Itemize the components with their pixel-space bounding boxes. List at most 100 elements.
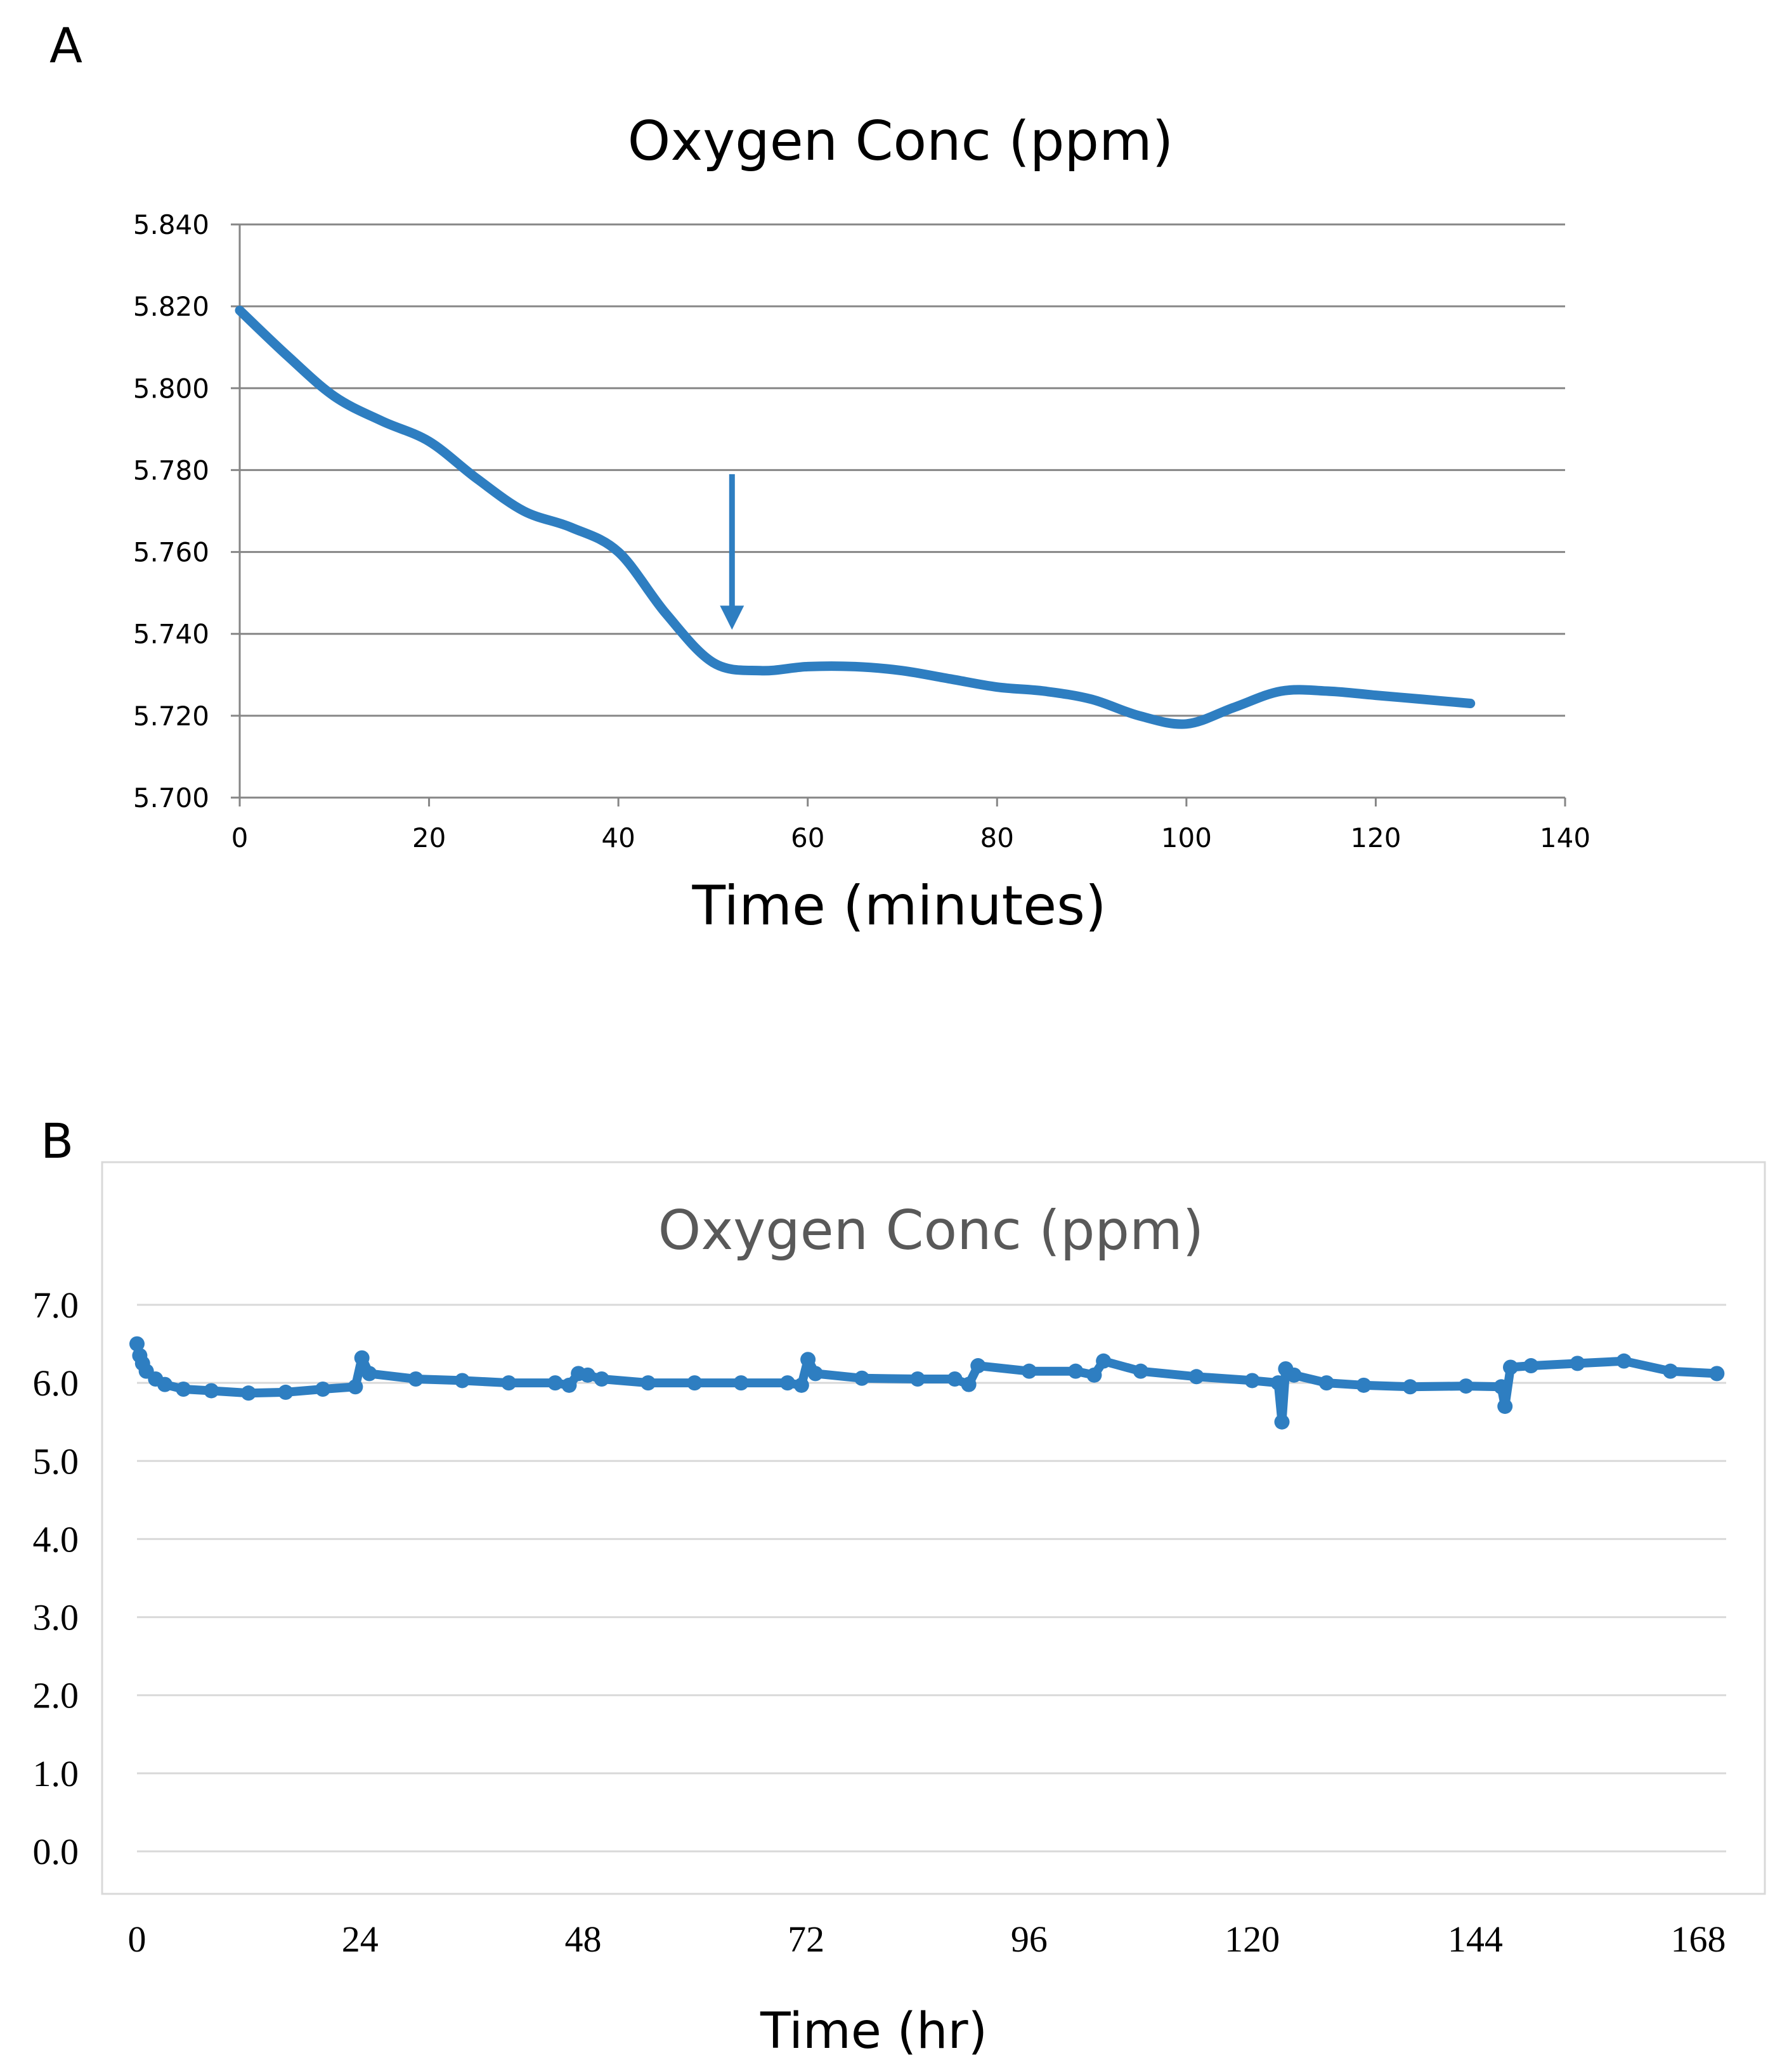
chart-b-title: Oxygen Conc (ppm)	[658, 1199, 1204, 1262]
chart-b-y-tick-label: 5.0	[33, 1441, 79, 1482]
chart-b-data-point	[315, 1381, 331, 1397]
chart-b-data-point	[204, 1383, 219, 1399]
chart-b-data-point	[1244, 1373, 1260, 1389]
chart-a-x-tick-label: 120	[1350, 822, 1401, 853]
chart-b-data-point	[1503, 1359, 1519, 1375]
chart-b-x-tick-label: 72	[788, 1919, 824, 1960]
chart-a-y-tick-label: 5.700	[133, 782, 209, 813]
chart-b-x-tick-label: 144	[1448, 1919, 1503, 1960]
chart-b-data-point	[807, 1366, 823, 1382]
chart-a-series-line	[235, 306, 1476, 729]
chart-a-y-tick-label: 5.740	[133, 619, 209, 650]
chart-b-data-point	[779, 1375, 795, 1391]
chart-b-series	[129, 1336, 1725, 1430]
chart-b-data-point	[240, 1385, 256, 1401]
panel-a-letter: A	[49, 17, 82, 74]
chart-b-plot-frame	[101, 1161, 1766, 1895]
chart-b-x-tick-labels: 0 24 48 72 96 120 144 168	[128, 1919, 1726, 1960]
chart-a-y-tick-label: 5.760	[133, 537, 209, 568]
chart-a-y-tick-label: 5.840	[133, 209, 209, 240]
chart-a-gridlines	[231, 223, 1565, 799]
chart-a-y-tick-label: 5.820	[133, 291, 209, 322]
chart-b-data-point	[157, 1376, 172, 1392]
chart-b-x-tick-label: 48	[564, 1919, 601, 1960]
chart-a-x-tick-label: 0	[231, 822, 249, 853]
chart-b-x-tick-label: 24	[342, 1919, 379, 1960]
chart-b-data-point	[561, 1377, 577, 1393]
chart-b-data-point	[800, 1352, 816, 1368]
chart-a-x-tick-label: 100	[1161, 822, 1212, 853]
chart-b-data-point	[1188, 1369, 1204, 1385]
chart-b-data-point	[278, 1384, 294, 1400]
chart-b-data-point	[1458, 1378, 1474, 1394]
chart-b-data-point	[1493, 1379, 1509, 1395]
chart-b-y-tick-label: 4.0	[33, 1518, 79, 1560]
chart-b-data-point	[1570, 1356, 1585, 1371]
chart-b-y-tick-label: 6.0	[33, 1363, 79, 1404]
chart-a-axes	[238, 224, 1566, 806]
chart-a-x-tick-label: 80	[980, 822, 1014, 853]
chart-b-y-tick-label: 0.0	[33, 1831, 79, 1872]
chart-b-data-point	[733, 1375, 749, 1391]
chart-b-data-point	[793, 1377, 809, 1393]
chart-b-data-point	[1270, 1375, 1286, 1391]
chart-b-data-point	[1133, 1363, 1148, 1379]
chart-b-data-point	[501, 1375, 517, 1391]
chart-b-data-point	[129, 1336, 145, 1352]
chart-a-x-tick-label: 140	[1540, 822, 1590, 853]
chart-b-data-point	[1286, 1367, 1302, 1383]
chart-a-x-axis-label: Time (minutes)	[691, 874, 1106, 938]
chart-b-data-point	[961, 1376, 977, 1392]
chart-b-scatter-chart: Oxygen Conc (ppm) 0.0 1.0 2.0 3.0 4.0 5.0 6.0 7…	[33, 1161, 1766, 2060]
chart-b-data-point	[1616, 1353, 1632, 1369]
chart-b-x-tick-label: 96	[1011, 1919, 1048, 1960]
chart-b-y-tick-labels: 0.0 1.0 2.0 3.0 4.0 5.0 6.0 7.0	[33, 1285, 79, 1872]
panel-b-letter: B	[41, 1113, 74, 1169]
chart-b-data-point	[1274, 1414, 1290, 1430]
chart-b-data-point	[408, 1371, 424, 1387]
chart-a-y-tick-label: 5.780	[133, 455, 209, 486]
chart-b-x-tick-label: 168	[1671, 1919, 1726, 1960]
chart-b-data-point	[687, 1375, 703, 1391]
chart-b-data-point	[176, 1381, 192, 1397]
chart-b-data-point	[1663, 1363, 1679, 1379]
chart-a-x-tick-labels: 0 20 40 60 80 100 120 140	[231, 822, 1590, 853]
chart-a-x-tick-label: 60	[791, 822, 824, 853]
chart-b-data-point	[1356, 1377, 1372, 1393]
chart-b-data-point	[640, 1375, 656, 1391]
chart-b-x-tick-label: 0	[128, 1919, 146, 1960]
chart-a-y-tick-labels: 5.700 5.720 5.740 5.760 5.780 5.800 5.820 5.840	[133, 209, 209, 813]
chart-b-y-tick-label: 1.0	[33, 1753, 79, 1794]
chart-b-data-point	[1523, 1358, 1539, 1374]
chart-b-data-point	[1318, 1375, 1334, 1391]
chart-b-data-point	[1068, 1363, 1084, 1379]
chart-b-data-point	[1096, 1353, 1112, 1369]
chart-b-y-tick-label: 7.0	[33, 1285, 79, 1326]
chart-a-annotations	[720, 474, 744, 630]
chart-a-series	[235, 306, 1476, 729]
chart-b-data-point	[910, 1371, 926, 1387]
chart-b-data-point	[1086, 1367, 1102, 1383]
chart-a-y-tick-label: 5.720	[133, 701, 209, 732]
chart-b-data-point	[348, 1379, 363, 1395]
chart-b-data-point	[547, 1375, 563, 1391]
chart-a-y-tick-label: 5.800	[133, 373, 209, 404]
chart-b-data-point	[854, 1370, 870, 1386]
chart-b-data-point	[1402, 1379, 1418, 1395]
chart-b-data-point	[594, 1371, 609, 1387]
chart-a-arrow-head	[720, 605, 744, 630]
chart-b-data-point	[1709, 1366, 1725, 1382]
chart-a-title: Oxygen Conc (ppm)	[628, 110, 1174, 173]
chart-b-x-tick-label: 120	[1225, 1919, 1280, 1960]
chart-a-line-chart: Oxygen Conc (ppm) 5.7005.7205.7405.7605.…	[133, 110, 1590, 938]
chart-b-data-point	[1021, 1363, 1037, 1379]
chart-b-data-point	[354, 1350, 370, 1366]
chart-b-data-point	[947, 1371, 963, 1387]
chart-b-data-point	[454, 1373, 470, 1389]
chart-b-data-point	[970, 1358, 986, 1374]
chart-b-gridlines	[137, 1304, 1726, 1853]
chart-b-y-tick-label: 3.0	[33, 1597, 79, 1638]
chart-b-data-point	[1497, 1399, 1513, 1415]
chart-a-x-tick-label: 20	[412, 822, 446, 853]
